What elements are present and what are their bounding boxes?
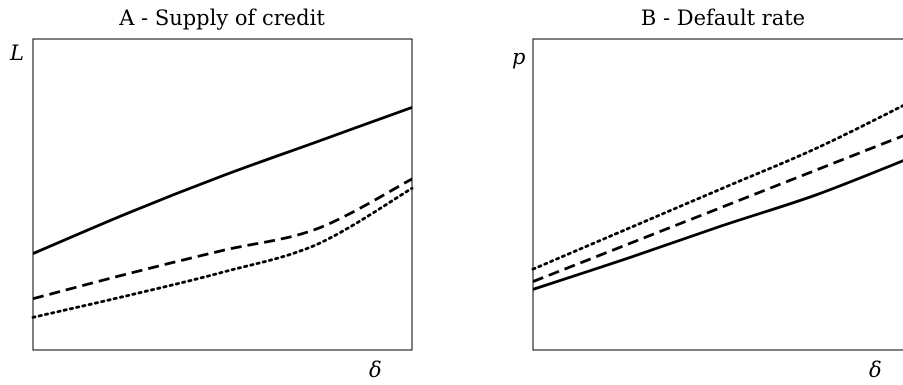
x-axis-label: δ [869, 358, 882, 382]
y-axis-label: L [9, 41, 24, 65]
series-line-dashed [532, 134, 903, 283]
plot-frame [32, 38, 413, 351]
series-layer [531, 104, 903, 291]
x-axis-label: δ [369, 358, 382, 382]
panel-title: B - Default rate [641, 6, 805, 30]
panel-supply-of-credit: A - Supply of credit L δ [9, 6, 414, 382]
panel-title: A - Supply of credit [118, 6, 325, 30]
plot-frame [532, 38, 903, 351]
series-line-dotted [31, 186, 414, 319]
y-axis-label: p [512, 45, 525, 69]
panel-default-rate: B - Default rate p δ [512, 6, 903, 382]
series-line-dotted [531, 104, 903, 271]
series-layer [31, 106, 414, 319]
series-line-solid [32, 106, 413, 255]
series-line-dashed [32, 177, 413, 301]
series-line-solid [532, 159, 903, 291]
